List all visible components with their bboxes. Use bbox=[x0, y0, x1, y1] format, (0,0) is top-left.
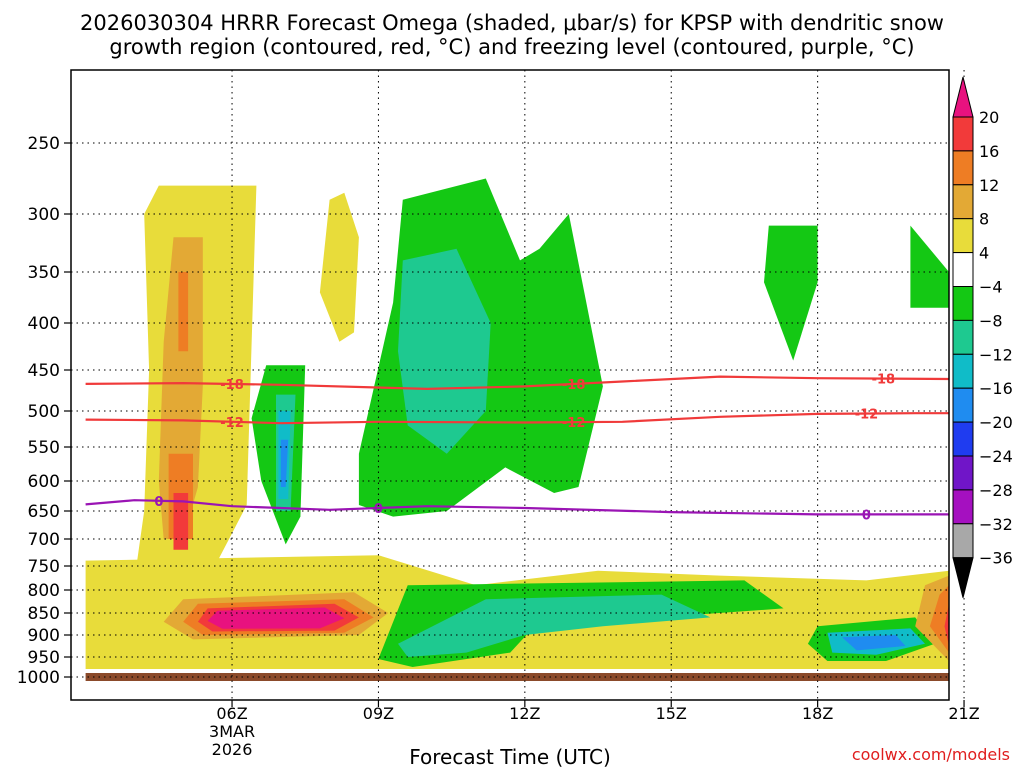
y-tick-label-1000: 1000 bbox=[17, 668, 60, 688]
colorbar-label-4: 4 bbox=[979, 244, 989, 263]
contour-line-1 bbox=[85, 412, 949, 425]
y-tick-label-950: 950 bbox=[28, 648, 60, 668]
colorbar-bin-11 bbox=[952, 455, 974, 491]
title: 2026030304 HRRR Forecast Omega (shaded, … bbox=[80, 11, 944, 59]
contour-label-1-1: -12 bbox=[562, 416, 586, 431]
colorbar-label-3: 8 bbox=[979, 210, 989, 229]
x-axis-label: Forecast Time (UTC) bbox=[409, 745, 611, 768]
y-tick-label-700: 700 bbox=[28, 530, 60, 550]
omega-region-14 bbox=[910, 225, 949, 308]
omega-region-27 bbox=[944, 594, 949, 655]
x-tick-label-06Z: 06Z bbox=[216, 704, 247, 723]
colorbar-label-8: −16 bbox=[979, 379, 1013, 398]
y-axis-pressure: 2503003504004505005506006507007508008509… bbox=[17, 134, 71, 688]
colorbar-bin-2 bbox=[952, 150, 974, 186]
credit-text: coolwx.com/models bbox=[852, 745, 1010, 764]
contour-line-2 bbox=[85, 499, 949, 516]
colorbar-label-9: −20 bbox=[979, 413, 1013, 432]
omega-region-9 bbox=[280, 439, 289, 487]
colorbar-bin-7 bbox=[952, 319, 974, 355]
colorbar-label-7: −12 bbox=[979, 345, 1013, 364]
colorbar-label-1: 16 bbox=[979, 142, 999, 161]
omega-region-17 bbox=[398, 594, 711, 657]
colorbar-label-2: 12 bbox=[979, 176, 999, 195]
colorbar-label-11: −28 bbox=[979, 481, 1013, 500]
omega-shading bbox=[85, 178, 950, 681]
colorbar-bin-10 bbox=[952, 421, 974, 457]
colorbar-bin-6 bbox=[952, 286, 974, 321]
colorbar-label-10: −24 bbox=[979, 447, 1013, 466]
colorbar-bin-3 bbox=[952, 184, 974, 220]
colorbar-label-12: −32 bbox=[979, 515, 1013, 534]
y-tick-label-800: 800 bbox=[28, 581, 60, 601]
contour-label-0-2: -18 bbox=[872, 373, 896, 388]
omega-region-12 bbox=[398, 248, 491, 454]
colorbar-bin-8 bbox=[952, 353, 974, 389]
colorbar-bin-1 bbox=[952, 116, 974, 152]
gridlines bbox=[71, 70, 965, 700]
colorbar-label-6: −8 bbox=[979, 311, 1003, 330]
omega-region-26 bbox=[929, 585, 949, 661]
contour-label-2-2: 0 bbox=[862, 508, 871, 523]
omega-region-24 bbox=[842, 635, 906, 651]
y-tick-label-300: 300 bbox=[28, 205, 60, 225]
contour-label-1-0: -12 bbox=[220, 416, 244, 431]
contour-label-0-1: -18 bbox=[562, 378, 586, 393]
y-tick-label-850: 850 bbox=[28, 604, 60, 624]
y-tick-label-450: 450 bbox=[28, 361, 60, 381]
contour-label-1-2: -12 bbox=[855, 408, 879, 423]
omega-region-10 bbox=[319, 192, 359, 342]
y-tick-label-600: 600 bbox=[28, 472, 60, 492]
plot-area: -18 -18 -18 -12 -12 -12 0 0 0 bbox=[70, 69, 965, 701]
contour-label-2-1: 0 bbox=[374, 502, 383, 517]
title-line-1: 2026030304 HRRR Forecast Omega (shaded, … bbox=[80, 11, 944, 35]
colorbar-label-5: −4 bbox=[979, 278, 1003, 297]
y-tick-label-550: 550 bbox=[28, 438, 60, 458]
y-tick-label-400: 400 bbox=[28, 314, 60, 334]
x-tick-label-21Z: 21Z bbox=[948, 704, 979, 723]
colorbar-bottom-arrow bbox=[952, 557, 974, 598]
colorbar-label-0: 20 bbox=[979, 108, 999, 127]
y-tick-label-250: 250 bbox=[28, 134, 60, 154]
x-date-line-2: 2026 bbox=[212, 740, 253, 759]
y-tick-label-350: 350 bbox=[28, 263, 60, 283]
temperature-contours: -18 -18 -18 -12 -12 -12 0 0 0 bbox=[85, 373, 950, 523]
contour-line-0 bbox=[85, 375, 950, 391]
x-date-line-1: 3MAR bbox=[209, 722, 255, 741]
omega-region-13 bbox=[764, 225, 818, 361]
plot-frame bbox=[70, 69, 950, 701]
colorbar-bin-12 bbox=[952, 489, 974, 525]
colorbar-label-13: −36 bbox=[979, 549, 1013, 568]
x-tick-label-18Z: 18Z bbox=[802, 704, 833, 723]
contour-label-0-0: -18 bbox=[220, 378, 244, 393]
omega-region-5 bbox=[173, 493, 189, 550]
y-tick-label-650: 650 bbox=[28, 502, 60, 522]
title-line-2: growth region (contoured, red, °C) and f… bbox=[109, 35, 914, 59]
y-tick-label-750: 750 bbox=[28, 557, 60, 577]
y-tick-label-900: 900 bbox=[28, 626, 60, 646]
colorbar-bin-9 bbox=[952, 387, 974, 423]
colorbar-bin-5 bbox=[952, 252, 974, 288]
colorbar-top-arrow bbox=[952, 76, 974, 118]
omega-region-21 bbox=[207, 607, 345, 629]
contour-label-2-0: 0 bbox=[154, 495, 163, 510]
omega-region-3 bbox=[178, 272, 189, 352]
x-tick-label-09Z: 09Z bbox=[363, 704, 394, 723]
x-tick-label-12Z: 12Z bbox=[509, 704, 540, 723]
colorbar-bin-13 bbox=[952, 523, 974, 559]
colorbar-bin-4 bbox=[952, 218, 974, 254]
colorbar: 20 16 12 8 4 −4 −8 −12 −16 −20 −24 −28 −32 −36 bbox=[952, 76, 1013, 598]
y-tick-label-500: 500 bbox=[28, 402, 60, 422]
x-tick-label-15Z: 15Z bbox=[656, 704, 687, 723]
